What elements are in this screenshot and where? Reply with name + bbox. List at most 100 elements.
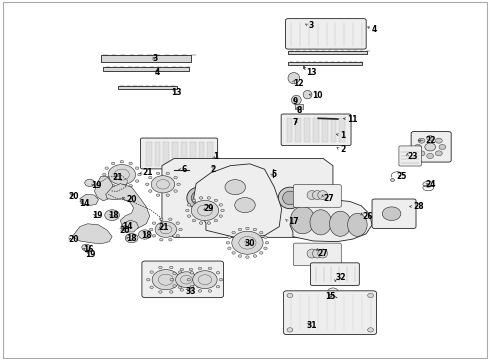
Ellipse shape xyxy=(166,172,170,175)
Text: 19: 19 xyxy=(91,181,101,190)
Text: 14: 14 xyxy=(122,222,132,231)
Ellipse shape xyxy=(173,272,176,275)
FancyBboxPatch shape xyxy=(141,138,218,169)
Ellipse shape xyxy=(191,191,206,205)
Ellipse shape xyxy=(170,266,173,269)
Ellipse shape xyxy=(427,153,434,158)
Ellipse shape xyxy=(232,231,235,234)
Ellipse shape xyxy=(82,244,91,251)
Text: 1: 1 xyxy=(340,131,345,140)
Ellipse shape xyxy=(180,268,184,271)
Ellipse shape xyxy=(216,271,220,274)
Ellipse shape xyxy=(307,249,317,258)
Ellipse shape xyxy=(156,194,160,197)
Ellipse shape xyxy=(191,201,219,221)
Ellipse shape xyxy=(287,328,293,332)
Text: 17: 17 xyxy=(288,217,298,226)
Ellipse shape xyxy=(176,222,179,224)
FancyBboxPatch shape xyxy=(399,146,421,166)
Ellipse shape xyxy=(439,144,446,149)
Ellipse shape xyxy=(199,222,203,224)
Ellipse shape xyxy=(150,286,153,288)
Bar xyxy=(295,104,303,109)
Ellipse shape xyxy=(108,165,136,185)
Ellipse shape xyxy=(139,230,151,239)
Ellipse shape xyxy=(192,219,196,222)
Text: 32: 32 xyxy=(335,273,346,282)
Ellipse shape xyxy=(193,271,217,289)
Text: 13: 13 xyxy=(306,68,317,77)
FancyBboxPatch shape xyxy=(286,19,366,49)
Ellipse shape xyxy=(152,235,156,237)
Ellipse shape xyxy=(260,231,263,234)
Ellipse shape xyxy=(225,180,245,195)
Ellipse shape xyxy=(187,204,191,206)
Ellipse shape xyxy=(260,252,263,254)
Text: 19: 19 xyxy=(93,211,103,220)
Ellipse shape xyxy=(264,247,267,249)
Ellipse shape xyxy=(208,290,212,292)
Ellipse shape xyxy=(129,185,132,187)
Ellipse shape xyxy=(368,328,373,332)
Text: 15: 15 xyxy=(326,292,336,301)
Text: 3: 3 xyxy=(152,54,157,63)
Ellipse shape xyxy=(278,187,302,209)
Ellipse shape xyxy=(310,210,331,235)
Polygon shape xyxy=(95,176,114,201)
Text: 13: 13 xyxy=(171,87,181,96)
Ellipse shape xyxy=(187,215,191,217)
Ellipse shape xyxy=(178,286,182,288)
Ellipse shape xyxy=(219,215,222,217)
Text: 3: 3 xyxy=(309,21,314,30)
Text: 33: 33 xyxy=(185,287,196,296)
Text: 21: 21 xyxy=(143,168,153,177)
Polygon shape xyxy=(80,194,98,206)
Ellipse shape xyxy=(382,207,401,221)
Text: 21: 21 xyxy=(158,223,169,232)
Ellipse shape xyxy=(218,187,241,209)
Ellipse shape xyxy=(214,219,218,222)
Ellipse shape xyxy=(180,289,184,291)
Text: 27: 27 xyxy=(318,249,328,258)
Ellipse shape xyxy=(120,161,123,163)
Text: 27: 27 xyxy=(323,194,334,203)
Text: 2: 2 xyxy=(340,145,345,154)
Ellipse shape xyxy=(159,266,162,269)
Ellipse shape xyxy=(192,199,196,202)
Ellipse shape xyxy=(178,271,182,273)
Ellipse shape xyxy=(265,242,269,244)
Ellipse shape xyxy=(105,210,120,221)
Ellipse shape xyxy=(368,293,373,298)
Ellipse shape xyxy=(283,191,297,205)
Text: 21: 21 xyxy=(112,173,122,182)
Ellipse shape xyxy=(169,238,172,241)
Ellipse shape xyxy=(190,271,194,274)
Ellipse shape xyxy=(287,293,293,298)
FancyBboxPatch shape xyxy=(281,114,351,145)
Text: 4: 4 xyxy=(155,68,160,77)
Ellipse shape xyxy=(245,227,249,230)
Ellipse shape xyxy=(253,255,257,257)
Ellipse shape xyxy=(238,228,242,231)
Polygon shape xyxy=(73,224,112,244)
Ellipse shape xyxy=(147,278,150,281)
Ellipse shape xyxy=(318,249,328,258)
Text: 24: 24 xyxy=(426,180,436,189)
Text: 14: 14 xyxy=(79,199,89,208)
Ellipse shape xyxy=(160,238,163,241)
Ellipse shape xyxy=(159,291,162,293)
Polygon shape xyxy=(106,184,150,229)
Ellipse shape xyxy=(425,143,436,151)
Ellipse shape xyxy=(228,247,231,249)
Ellipse shape xyxy=(175,272,197,288)
Ellipse shape xyxy=(252,191,267,205)
Ellipse shape xyxy=(423,181,434,187)
Ellipse shape xyxy=(303,90,312,99)
Ellipse shape xyxy=(418,138,425,143)
Text: 19: 19 xyxy=(85,250,96,259)
Ellipse shape xyxy=(238,255,242,257)
Text: 20: 20 xyxy=(68,192,78,201)
Ellipse shape xyxy=(221,209,224,212)
Ellipse shape xyxy=(169,168,176,173)
Ellipse shape xyxy=(313,190,322,199)
